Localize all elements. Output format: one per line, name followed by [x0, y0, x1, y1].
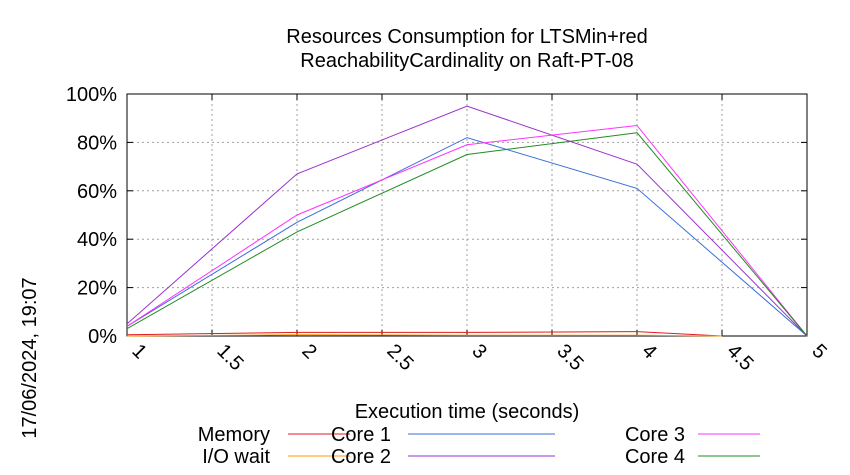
- legend-label: Core 2: [331, 446, 391, 468]
- series-line-memory: [126, 331, 723, 337]
- legend-label: Memory: [198, 424, 270, 446]
- x-tick-label: 1.5: [212, 340, 247, 375]
- x-tick-label: 2: [297, 340, 320, 363]
- series-line-core-1: [126, 137, 808, 337]
- x-tick-label: 5: [807, 340, 830, 363]
- series-line-core-3: [126, 124, 808, 337]
- y-tick-label: 60%: [77, 181, 117, 203]
- chart-title-line-2: ReachabilityCardinality on Raft-PT-08: [300, 50, 634, 72]
- series-line-core-4: [126, 132, 808, 337]
- y-tick-label: 0%: [88, 326, 117, 348]
- x-tick-label: 4: [637, 340, 660, 363]
- series-line-i-o-wait: [126, 334, 723, 337]
- legend-label: I/O wait: [202, 446, 270, 468]
- y-tick-label: 100%: [66, 84, 117, 106]
- legend-label: Core 4: [625, 446, 685, 468]
- grid: [127, 94, 807, 336]
- timestamp: 17/06/2024, 19:07: [19, 277, 41, 438]
- x-tick-label: 4.5: [722, 340, 757, 375]
- x-tick-label: 3: [467, 340, 490, 363]
- y-tick-label: 80%: [77, 132, 117, 154]
- axis-ticks: 0% 20% 40% 60% 80% 100% 1 1.5 2 2.5 3 3.5 4 4.5 5: [66, 84, 831, 375]
- chart-title-line-1: Resources Consumption for LTSMin+red: [286, 26, 647, 48]
- legend-label: Core 1: [331, 424, 391, 446]
- series-line-core-2: [126, 105, 808, 337]
- y-tick-label: 20%: [77, 278, 117, 300]
- legend-label: Core 3: [625, 424, 685, 446]
- x-tick-label: 2.5: [382, 340, 417, 375]
- x-tick-label: 3.5: [552, 340, 587, 375]
- series-lines: [126, 105, 808, 337]
- x-tick-label: 1: [127, 340, 150, 363]
- x-axis-label: Execution time (seconds): [355, 401, 580, 423]
- y-tick-label: 40%: [77, 229, 117, 251]
